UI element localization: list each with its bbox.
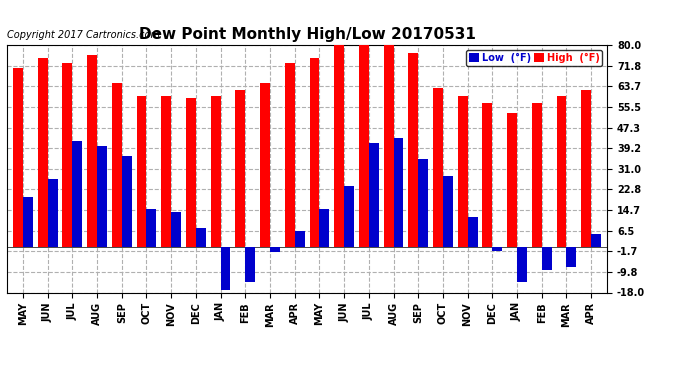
Bar xyxy=(319,209,329,247)
Bar xyxy=(408,53,418,247)
Bar xyxy=(235,90,245,247)
Bar xyxy=(359,40,369,247)
Bar xyxy=(457,96,468,247)
Bar xyxy=(23,196,33,247)
Bar xyxy=(581,90,591,247)
Bar xyxy=(146,209,157,247)
Bar xyxy=(245,247,255,282)
Bar xyxy=(295,231,304,247)
Bar xyxy=(260,83,270,247)
Bar xyxy=(418,159,428,247)
Bar xyxy=(137,96,146,247)
Bar xyxy=(161,96,171,247)
Bar xyxy=(285,63,295,247)
Bar xyxy=(186,98,196,247)
Bar xyxy=(493,247,502,251)
Bar xyxy=(369,144,379,247)
Bar xyxy=(566,247,576,267)
Bar xyxy=(38,58,48,247)
Bar xyxy=(97,146,107,247)
Bar xyxy=(48,179,57,247)
Bar xyxy=(13,68,23,247)
Bar xyxy=(507,113,517,247)
Bar xyxy=(517,247,527,282)
Bar xyxy=(334,45,344,247)
Bar xyxy=(433,88,443,247)
Title: Dew Point Monthly High/Low 20170531: Dew Point Monthly High/Low 20170531 xyxy=(139,27,475,42)
Bar xyxy=(384,45,393,247)
Bar xyxy=(72,141,82,247)
Legend: Low  (°F), High  (°F): Low (°F), High (°F) xyxy=(466,50,602,66)
Bar xyxy=(112,83,121,247)
Bar xyxy=(210,96,221,247)
Bar xyxy=(443,176,453,247)
Bar xyxy=(482,103,493,247)
Bar xyxy=(532,103,542,247)
Bar xyxy=(63,63,72,247)
Bar xyxy=(171,211,181,247)
Bar xyxy=(542,247,551,270)
Bar xyxy=(221,247,230,290)
Bar xyxy=(393,138,404,247)
Bar xyxy=(121,156,132,247)
Bar xyxy=(468,217,477,247)
Bar xyxy=(87,55,97,247)
Bar xyxy=(591,234,601,247)
Bar xyxy=(270,247,280,252)
Bar xyxy=(344,186,354,247)
Bar xyxy=(196,228,206,247)
Bar xyxy=(310,58,319,247)
Text: Copyright 2017 Cartronics.com: Copyright 2017 Cartronics.com xyxy=(7,30,160,40)
Bar xyxy=(557,96,566,247)
